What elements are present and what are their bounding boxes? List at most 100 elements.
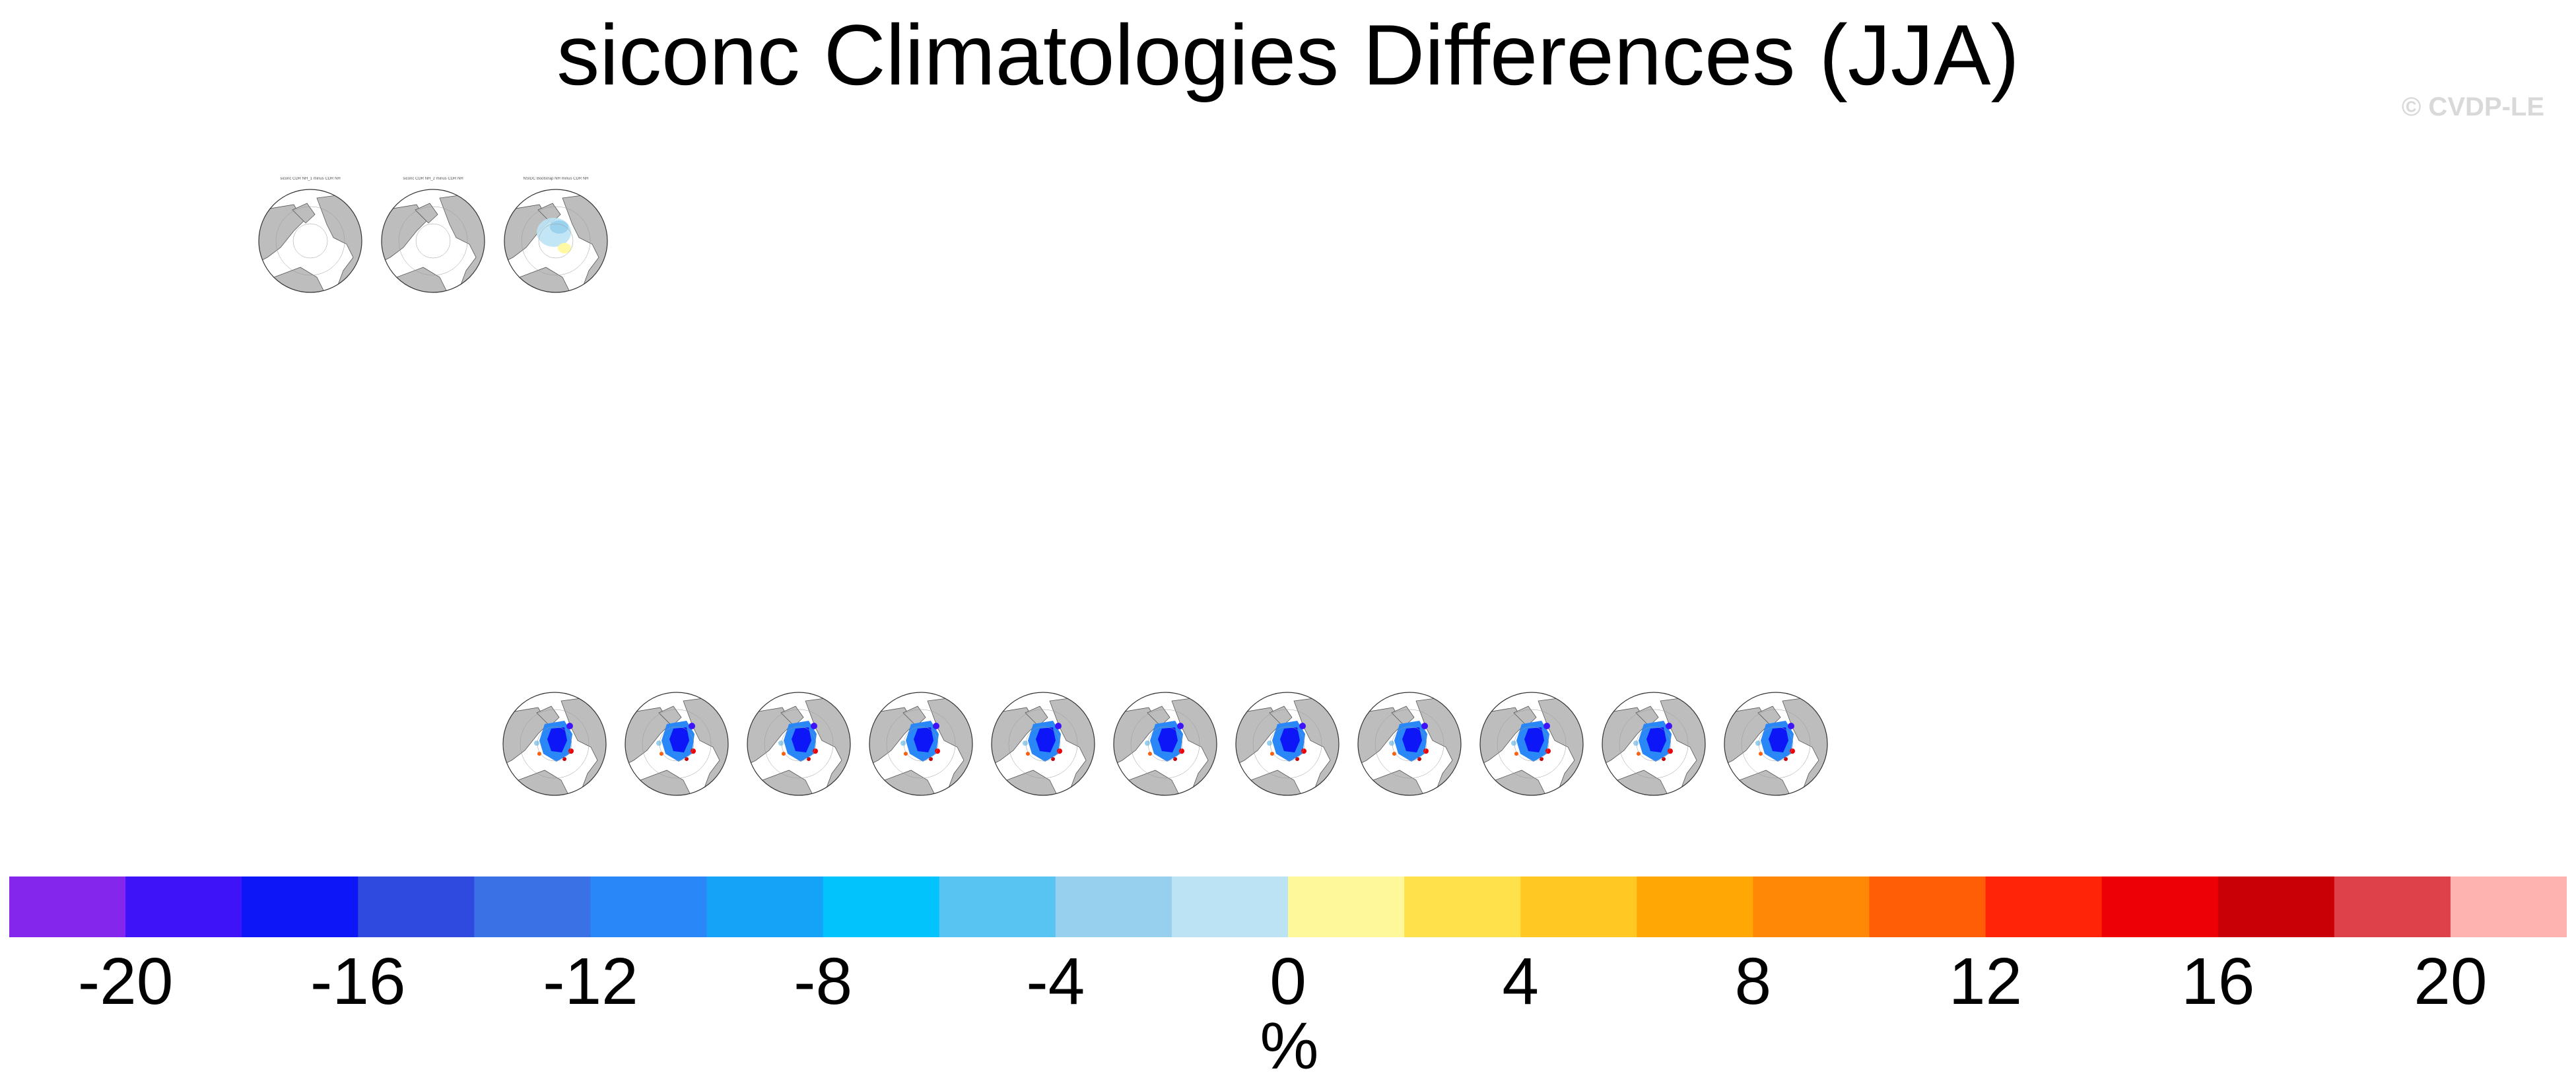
difference-field bbox=[935, 748, 940, 754]
graticule bbox=[538, 223, 574, 259]
map-panel bbox=[1231, 680, 1343, 800]
graticule bbox=[1374, 709, 1444, 779]
land bbox=[1602, 707, 1648, 768]
graticule bbox=[781, 726, 817, 762]
colorbar-tick-label: 4 bbox=[1502, 944, 1539, 1018]
difference-field bbox=[1668, 748, 1673, 754]
chart-title: siconc Climatologies Differences (JJA) bbox=[557, 7, 2019, 103]
colorbar-unit: % bbox=[1260, 1009, 1319, 1083]
difference-field bbox=[1755, 741, 1761, 746]
difference-field bbox=[1540, 757, 1543, 761]
difference-field bbox=[778, 741, 784, 746]
colorbar-bin bbox=[2450, 876, 2567, 937]
difference-field bbox=[1145, 741, 1150, 746]
land bbox=[504, 204, 550, 265]
colorbar-bin bbox=[706, 876, 824, 937]
graticule bbox=[764, 709, 834, 779]
difference-field bbox=[1769, 727, 1788, 752]
graticule bbox=[1130, 709, 1200, 779]
polar-map bbox=[1724, 692, 1828, 796]
map-border bbox=[869, 692, 973, 796]
colorbar-tick-label: 16 bbox=[2181, 944, 2255, 1018]
map-border bbox=[258, 189, 362, 293]
colorbar-tick-label: -20 bbox=[77, 944, 174, 1018]
land bbox=[1513, 706, 1537, 727]
graticule bbox=[520, 709, 590, 779]
land bbox=[902, 706, 926, 727]
colorbar-bin bbox=[9, 876, 126, 937]
land bbox=[1391, 706, 1415, 727]
land bbox=[658, 706, 682, 727]
map-border bbox=[1357, 692, 1462, 796]
difference-field bbox=[660, 752, 663, 756]
graticule bbox=[1008, 709, 1078, 779]
difference-field bbox=[1511, 741, 1516, 746]
land bbox=[292, 203, 316, 224]
difference-field bbox=[1662, 757, 1666, 761]
polar-map bbox=[1357, 692, 1462, 796]
graticule bbox=[292, 223, 328, 259]
colorbar-bin bbox=[1753, 876, 1870, 937]
colorbar-bin bbox=[590, 876, 708, 937]
colorbar-bin bbox=[1288, 876, 1405, 937]
polar-map bbox=[991, 692, 1095, 796]
map-panel bbox=[1598, 680, 1710, 800]
map-panel: NSIDC Bootstrap NH minus CDR NH bbox=[500, 177, 612, 297]
map-border bbox=[1602, 692, 1706, 796]
colorbar-tick-label: 0 bbox=[1270, 944, 1306, 1018]
land bbox=[869, 707, 915, 768]
difference-field bbox=[656, 741, 661, 746]
graticule bbox=[1619, 709, 1689, 779]
difference-field bbox=[1295, 757, 1299, 761]
difference-field bbox=[1543, 723, 1550, 729]
graticule bbox=[537, 726, 572, 762]
map-panel bbox=[498, 680, 611, 800]
difference-field bbox=[1421, 723, 1428, 729]
difference-field bbox=[1057, 748, 1062, 754]
difference-field bbox=[1524, 727, 1544, 752]
colorbar-bin bbox=[1869, 876, 1986, 937]
land bbox=[1635, 706, 1659, 727]
difference-field bbox=[669, 727, 689, 752]
polar-map bbox=[504, 189, 608, 293]
polar-map bbox=[258, 189, 362, 293]
difference-field bbox=[1545, 748, 1551, 754]
map-panel bbox=[743, 680, 855, 800]
polar-map bbox=[502, 692, 607, 796]
map-border bbox=[504, 189, 608, 293]
difference-field bbox=[904, 752, 908, 756]
map-border bbox=[625, 692, 729, 796]
graticule bbox=[1758, 726, 1794, 762]
difference-field bbox=[813, 748, 818, 754]
map-border bbox=[1113, 692, 1217, 796]
polar-map bbox=[381, 189, 485, 293]
colorbar-bin bbox=[125, 876, 242, 937]
land bbox=[1358, 707, 1404, 768]
polar-map bbox=[1113, 692, 1217, 796]
difference-field bbox=[1514, 752, 1518, 756]
map-border bbox=[747, 692, 851, 796]
colorbar-bin bbox=[823, 876, 940, 937]
difference-field bbox=[1788, 723, 1794, 729]
difference-field bbox=[1179, 748, 1184, 754]
difference-field bbox=[1301, 748, 1306, 754]
colorbar-bin bbox=[2334, 876, 2451, 937]
map-border bbox=[991, 692, 1095, 796]
difference-field bbox=[1402, 727, 1422, 752]
graticule bbox=[275, 206, 345, 276]
difference-field bbox=[1158, 727, 1178, 752]
graticule bbox=[1741, 709, 1811, 779]
polar-map bbox=[869, 692, 973, 796]
difference-field bbox=[792, 727, 811, 752]
colorbar-tick-label: -8 bbox=[794, 944, 853, 1018]
colorbar-bin bbox=[2218, 876, 2335, 937]
map-panel bbox=[1109, 680, 1221, 800]
land bbox=[259, 204, 304, 265]
difference-field bbox=[1267, 741, 1272, 746]
difference-field bbox=[782, 752, 786, 756]
graticule bbox=[415, 223, 451, 259]
colorbar-bin bbox=[358, 876, 475, 937]
land bbox=[1147, 706, 1170, 727]
difference-field bbox=[900, 741, 906, 746]
map-border bbox=[1479, 692, 1584, 796]
